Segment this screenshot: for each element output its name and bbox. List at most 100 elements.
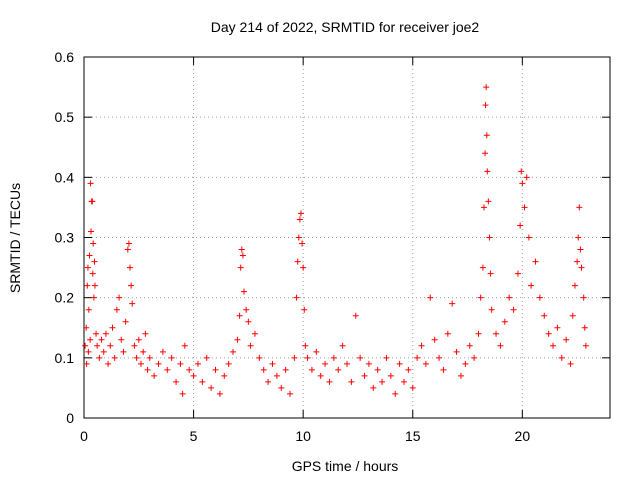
data-point (528, 282, 535, 289)
data-point (479, 264, 486, 271)
data-point (374, 366, 381, 373)
data-point (488, 306, 495, 313)
data-point (199, 378, 206, 385)
data-point (181, 342, 188, 349)
data-point (571, 282, 578, 289)
data-point (518, 168, 525, 175)
y-tick-label: 0 (66, 410, 74, 426)
data-point (567, 360, 574, 367)
data-point (256, 354, 263, 361)
data-point (236, 312, 243, 319)
data-point (541, 312, 548, 319)
data-point (194, 360, 201, 367)
y-tick-label: 0.1 (55, 350, 75, 366)
data-point (186, 366, 193, 373)
data-point (173, 378, 180, 385)
data-point (239, 252, 246, 259)
data-point (190, 372, 197, 379)
data-point (151, 372, 158, 379)
data-point (83, 360, 90, 367)
data-point (111, 354, 118, 361)
data-point (251, 330, 258, 337)
axis-ticks (83, 56, 610, 419)
data-point (294, 258, 301, 265)
data-point (295, 234, 302, 241)
data-point (282, 366, 289, 373)
y-tick-label: 0.5 (55, 109, 75, 125)
data-point (578, 264, 585, 271)
data-point (105, 360, 112, 367)
x-tick-label: 5 (190, 428, 198, 444)
data-point (221, 372, 228, 379)
data-point (85, 306, 92, 313)
data-point (444, 330, 451, 337)
data-point (348, 378, 355, 385)
data-point (357, 354, 364, 361)
data-point (536, 294, 543, 301)
data-point (265, 378, 272, 385)
data-point (414, 354, 421, 361)
data-point (122, 318, 129, 325)
data-point (177, 360, 184, 367)
data-point (124, 246, 131, 253)
data-point (85, 348, 92, 355)
data-point (352, 312, 359, 319)
data-point (90, 240, 97, 247)
data-point (84, 282, 91, 289)
data-point (297, 210, 304, 217)
data-point (477, 294, 484, 301)
data-point (125, 240, 132, 247)
data-point (89, 198, 96, 205)
data-point (102, 330, 109, 337)
y-axis-label: SRMTID / TECUs (7, 183, 23, 293)
data-point (449, 300, 456, 307)
data-point (245, 318, 252, 325)
data-point (483, 84, 490, 91)
data-point (137, 360, 144, 367)
data-point (574, 258, 581, 265)
data-point (91, 258, 98, 265)
data-point (471, 354, 478, 361)
data-point (558, 354, 565, 361)
data-point (517, 222, 524, 229)
data-point (116, 294, 123, 301)
data-point (302, 342, 309, 349)
data-point (344, 360, 350, 367)
data-point (144, 366, 151, 373)
data-point (392, 390, 399, 397)
data-point (453, 348, 460, 355)
data-point (296, 216, 303, 223)
data-point (93, 330, 100, 337)
data-point (418, 342, 425, 349)
data-point (128, 282, 135, 289)
data-point (405, 366, 412, 373)
data-point (436, 354, 443, 361)
data-point (133, 354, 140, 361)
data-point (168, 354, 175, 361)
data-point (575, 234, 582, 241)
data-point (94, 342, 101, 349)
data-point (293, 294, 300, 301)
data-point (164, 366, 171, 373)
data-point (287, 390, 294, 397)
data-point (84, 264, 91, 271)
data-point (400, 378, 407, 385)
data-point (457, 372, 464, 379)
data-point (339, 342, 346, 349)
data-point (427, 294, 434, 301)
x-tick-label: 20 (515, 428, 531, 444)
data-point (523, 174, 530, 181)
data-point (120, 348, 127, 355)
data-point (240, 288, 247, 295)
data-point (291, 354, 298, 361)
data-point (300, 264, 307, 271)
data-point (521, 204, 528, 211)
data-point (91, 282, 98, 289)
data-point (365, 360, 372, 367)
data-point (582, 342, 589, 349)
data-point (317, 372, 324, 379)
y-tick-labels: 0 0.1 0.2 0.3 0.4 0.5 0.6 (55, 49, 75, 426)
data-point (370, 384, 377, 391)
grid-lines (84, 57, 610, 418)
data-point (576, 204, 583, 211)
